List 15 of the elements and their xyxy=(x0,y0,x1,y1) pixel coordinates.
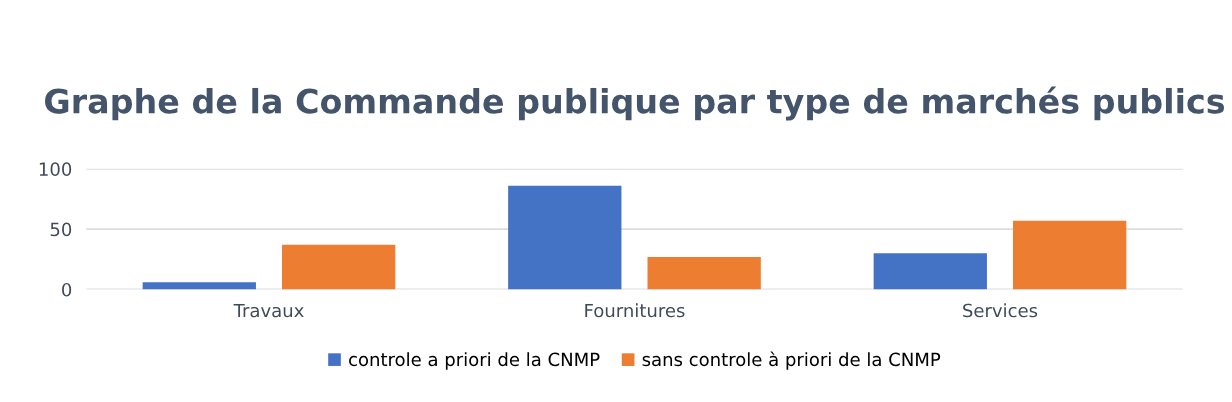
y-tick-label: 50 xyxy=(50,222,72,237)
legend-label: sans controle à priori de la CNMP xyxy=(642,351,941,370)
bar xyxy=(282,244,396,290)
bar xyxy=(647,256,761,290)
y-tick-label: 100 xyxy=(39,162,72,176)
x-tick-label: Services xyxy=(963,303,1038,318)
x-tick-label: Fournitures xyxy=(585,303,685,318)
legend-label: controle a priori de la CNMP xyxy=(349,352,600,370)
bar xyxy=(142,282,256,290)
bar xyxy=(1013,220,1127,290)
x-tick-label: Travaux xyxy=(233,303,304,318)
y-tick-label: 0 xyxy=(62,282,72,297)
bar xyxy=(873,253,987,290)
bar xyxy=(508,185,622,290)
chart-title: Graphe de la Commande publique par type de marchés publics xyxy=(45,86,1225,121)
